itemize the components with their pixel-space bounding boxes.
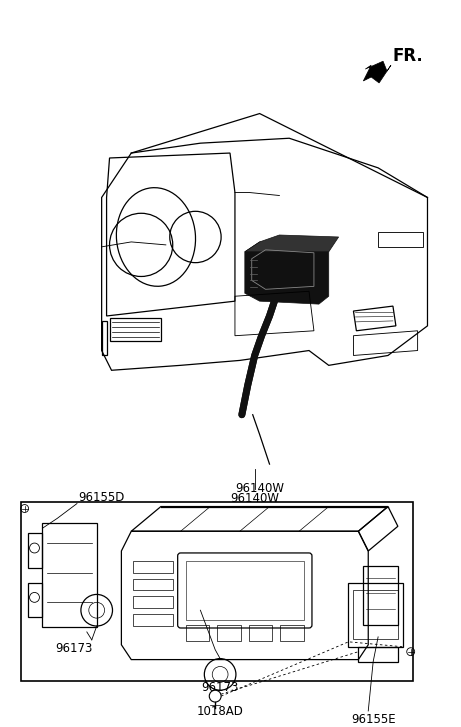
Bar	[363, 566, 398, 625]
Text: FR.: FR.	[393, 47, 424, 65]
Bar	[133, 561, 173, 573]
Polygon shape	[363, 61, 391, 83]
Bar	[133, 596, 173, 608]
Text: 96155E: 96155E	[351, 713, 396, 726]
Text: 96140W: 96140W	[230, 491, 279, 505]
Text: 96155D: 96155D	[78, 491, 124, 504]
Polygon shape	[245, 242, 329, 304]
Bar	[21, 502, 413, 681]
Bar	[280, 625, 304, 640]
Bar	[186, 561, 304, 620]
Bar	[217, 625, 241, 640]
Text: 96140W: 96140W	[235, 482, 284, 495]
Bar	[133, 614, 173, 626]
Polygon shape	[245, 235, 339, 252]
Bar	[249, 625, 272, 640]
Text: 1018AD: 1018AD	[197, 705, 243, 718]
Bar	[354, 590, 398, 639]
Text: 96173: 96173	[201, 681, 239, 694]
Bar	[186, 625, 209, 640]
Bar	[133, 579, 173, 590]
Text: 96173: 96173	[55, 642, 93, 655]
